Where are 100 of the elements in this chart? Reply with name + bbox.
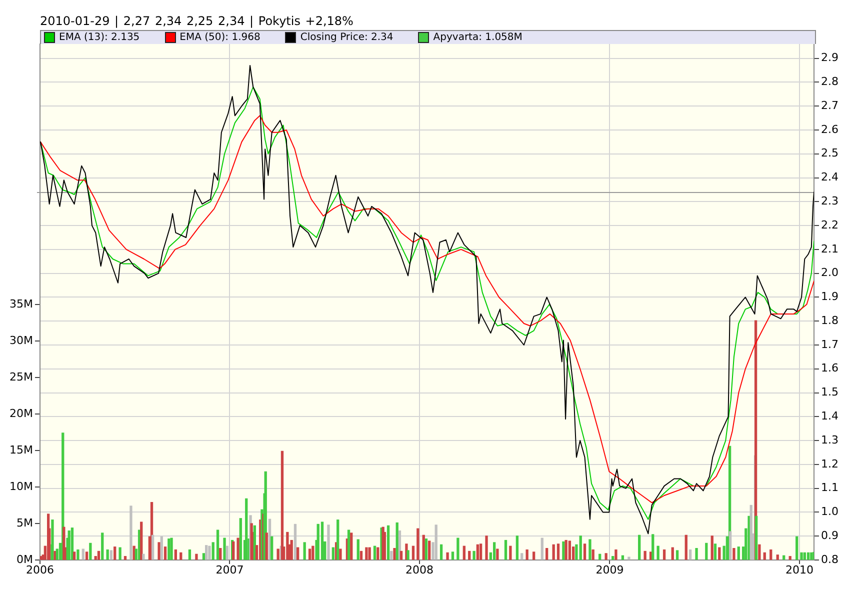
bar (652, 534, 654, 560)
bar (347, 530, 350, 560)
bar (360, 550, 363, 560)
bar (612, 556, 614, 560)
bar (504, 540, 508, 560)
bar (327, 524, 330, 560)
bar (754, 516, 758, 560)
bar (336, 520, 340, 560)
bar (758, 544, 761, 560)
bar (479, 544, 482, 560)
y2-tick-label: 0M (16, 552, 33, 566)
bar (339, 548, 342, 560)
y2-tick-label: 25M (10, 370, 33, 384)
bar (476, 544, 480, 560)
x-tick-label: 2007 (216, 563, 244, 576)
y-tick-label: 1.4 (821, 410, 838, 423)
bar (803, 552, 806, 560)
bar (124, 556, 127, 560)
bar (732, 548, 736, 560)
y-tick-label: 2.6 (821, 122, 838, 136)
bar (588, 539, 592, 560)
bar (270, 536, 274, 560)
bar (552, 544, 555, 560)
bar (130, 506, 132, 560)
bar (496, 548, 499, 560)
bar (216, 530, 220, 560)
bar (710, 536, 714, 560)
bar (212, 542, 214, 560)
bar (568, 540, 572, 560)
y-tick-label: 2.1 (821, 242, 838, 256)
bar (151, 534, 154, 560)
x-tick-label: 2006 (26, 563, 54, 576)
y-tick-label: 2.3 (821, 194, 838, 208)
y2-tick-label: 35M (10, 297, 33, 310)
bar (174, 549, 177, 560)
bar (101, 532, 104, 560)
bar (737, 546, 740, 560)
bar (110, 550, 113, 560)
bar (356, 539, 360, 560)
bar (82, 548, 84, 560)
bar (202, 553, 206, 560)
legend-label: EMA (50): 1.968 (180, 31, 260, 44)
bar (376, 547, 380, 560)
y-tick-label: 1.7 (821, 338, 838, 351)
bar (718, 547, 721, 560)
bar (316, 524, 320, 560)
y-tick-label: 2.4 (821, 170, 838, 184)
bar (332, 547, 335, 560)
bar (396, 522, 398, 560)
bar (562, 541, 565, 560)
y-tick-label: 1.1 (821, 481, 838, 494)
y-tick-label: 2.5 (821, 146, 838, 160)
bar (373, 546, 376, 560)
bar (644, 550, 646, 560)
bar (142, 554, 145, 560)
bar (164, 546, 167, 560)
y-tick-label: 0.8 (821, 552, 838, 566)
y-tick-label: 1.3 (821, 433, 838, 446)
bar (695, 548, 698, 560)
bar (422, 534, 425, 560)
x-tick-label: 2009 (596, 563, 624, 576)
bar (286, 532, 289, 560)
bar (656, 546, 660, 560)
bar (796, 536, 798, 560)
bar (621, 555, 624, 560)
bar (662, 549, 666, 560)
bar (390, 550, 393, 560)
bar (526, 549, 528, 560)
bar (158, 542, 160, 560)
x-tick-label: 2010 (785, 563, 814, 576)
bar (51, 520, 54, 560)
bar (468, 550, 471, 560)
y2-tick-label: 30M (10, 334, 33, 347)
bar (294, 524, 297, 560)
bar (598, 554, 602, 560)
bar (106, 549, 109, 560)
bar (97, 550, 100, 560)
bar (168, 538, 170, 560)
y-tick-label: 2.2 (821, 218, 838, 232)
bar (545, 548, 548, 560)
bar (485, 536, 488, 560)
bar (368, 547, 371, 560)
y-tick-label: 2.7 (821, 98, 838, 112)
y-tick-label: 1.6 (821, 362, 838, 375)
bar (509, 546, 512, 560)
bar (68, 530, 70, 560)
y2-tick-label: 5M (16, 516, 33, 530)
bar (472, 550, 476, 560)
bar (308, 548, 312, 560)
bar (714, 544, 717, 560)
bar (296, 547, 300, 560)
bar (638, 534, 641, 560)
bar (160, 536, 163, 560)
bar (208, 546, 211, 560)
bar (492, 542, 496, 560)
bar (236, 538, 240, 560)
y-tick-label: 1.5 (821, 386, 838, 399)
bar (89, 542, 92, 560)
legend-label: Closing Price: 2.34 (300, 31, 394, 44)
bar (350, 532, 353, 560)
